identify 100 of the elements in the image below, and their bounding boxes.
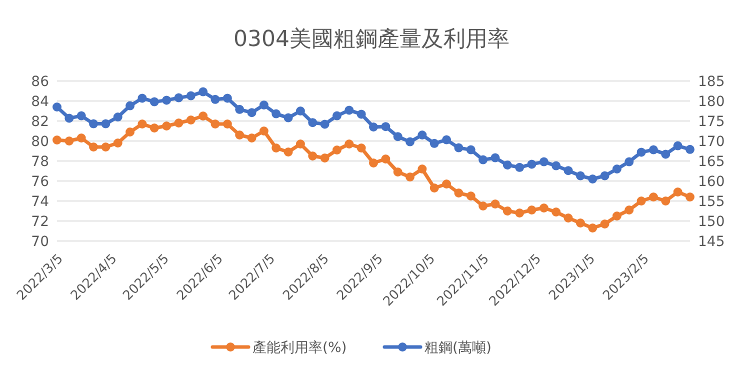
point — [478, 202, 488, 210]
point — [150, 97, 159, 106]
y-tick-label: 76 — [31, 174, 50, 190]
y-tick-label: 86 — [31, 74, 50, 90]
y2-tick-label: 175 — [698, 114, 725, 130]
point — [344, 140, 354, 148]
point — [576, 171, 585, 180]
point — [138, 94, 147, 103]
point — [564, 214, 573, 222]
point — [272, 144, 281, 152]
point — [113, 112, 122, 122]
point — [247, 108, 256, 118]
point — [648, 145, 658, 154]
point — [235, 104, 244, 114]
point — [126, 101, 135, 110]
point — [600, 171, 610, 180]
y2-tick-label: 155 — [698, 194, 725, 210]
point — [393, 168, 402, 176]
point — [320, 154, 330, 162]
y2-tick-label: 185 — [698, 74, 725, 90]
point — [235, 130, 244, 140]
point — [52, 102, 62, 112]
point — [661, 150, 670, 159]
point — [320, 120, 330, 129]
point — [454, 188, 464, 198]
point — [332, 146, 342, 154]
point — [284, 113, 293, 122]
point — [381, 122, 390, 132]
point — [612, 164, 622, 174]
point — [259, 100, 268, 110]
point — [466, 192, 476, 200]
point — [539, 157, 548, 166]
point — [564, 166, 573, 176]
point — [527, 206, 536, 214]
point — [686, 192, 694, 202]
point — [64, 114, 74, 123]
point — [600, 220, 610, 228]
point — [490, 153, 500, 162]
point — [284, 148, 293, 156]
point — [76, 134, 86, 142]
point — [393, 132, 402, 142]
point — [162, 122, 172, 130]
point — [478, 155, 488, 164]
point — [89, 119, 98, 128]
point — [381, 154, 390, 164]
point — [636, 148, 646, 157]
point — [466, 145, 476, 154]
point — [430, 184, 439, 192]
point — [222, 120, 232, 128]
point — [126, 128, 135, 136]
point — [186, 116, 196, 124]
point — [162, 96, 172, 105]
point — [296, 140, 305, 148]
point — [527, 160, 536, 169]
point — [673, 141, 682, 150]
point — [272, 109, 281, 118]
point — [624, 206, 634, 214]
point — [89, 142, 98, 152]
y-tick-label: 84 — [31, 94, 50, 110]
point — [515, 208, 524, 218]
point — [406, 137, 415, 146]
point — [576, 218, 585, 228]
point — [686, 144, 694, 154]
point — [673, 188, 682, 196]
point — [356, 144, 366, 152]
point — [174, 93, 184, 102]
point — [661, 196, 670, 206]
point — [552, 161, 561, 170]
y-tick-label: 72 — [31, 214, 49, 230]
point — [113, 138, 122, 148]
point — [308, 152, 318, 160]
point — [174, 118, 184, 128]
point — [369, 158, 378, 168]
point — [64, 136, 74, 146]
point — [76, 111, 86, 120]
point — [101, 142, 110, 152]
point — [636, 196, 646, 206]
y2-tick-label: 165 — [698, 154, 725, 170]
point — [418, 130, 427, 140]
legend-label: 產能利用率(%) — [252, 340, 347, 356]
point — [588, 174, 598, 184]
y-tick-label: 74 — [31, 194, 50, 210]
point — [296, 106, 305, 116]
point — [406, 172, 415, 182]
point — [247, 134, 256, 142]
y2-tick-label: 150 — [698, 214, 725, 230]
point — [198, 112, 208, 120]
point — [369, 122, 378, 132]
point — [648, 192, 658, 202]
y2-tick-label: 160 — [698, 174, 725, 190]
point — [150, 124, 159, 132]
point — [186, 91, 196, 100]
point — [454, 143, 464, 152]
point — [552, 208, 561, 216]
point — [210, 94, 220, 104]
y2-tick-label: 145 — [698, 234, 725, 250]
point — [332, 111, 342, 120]
point — [539, 204, 548, 212]
y2-tick-label: 170 — [698, 134, 725, 150]
point — [210, 120, 220, 128]
